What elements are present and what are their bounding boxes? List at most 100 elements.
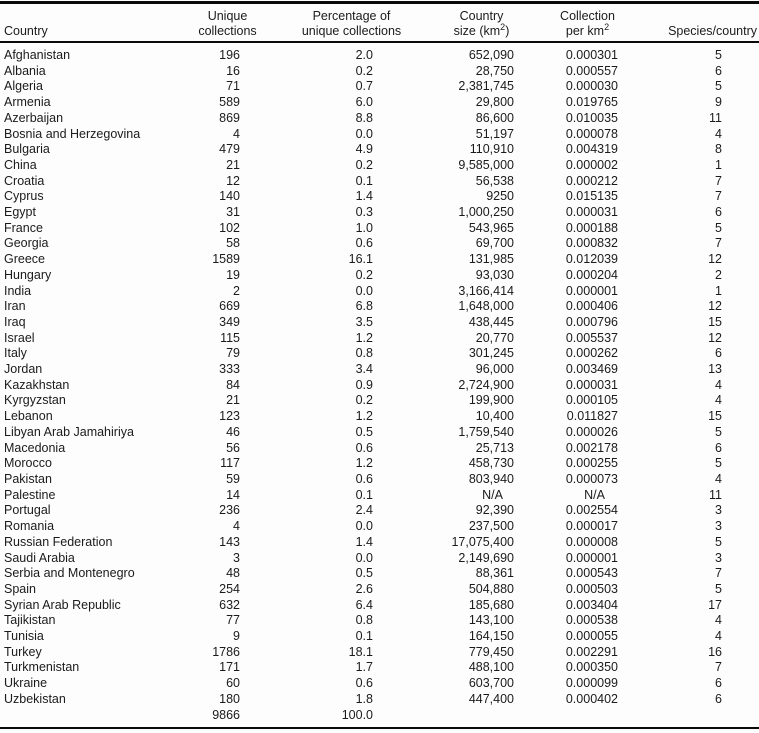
cell-collection-per-km2: 0.000503 [565,581,618,596]
cell-collection-per-km2: 0.000073 [565,471,618,486]
cell-collection-per-km2: 0.000105 [565,393,618,408]
cell-percentage: 3.5 [355,314,373,329]
table-row: Algeria 71 0.7 2,381,745 0.000030 5 [0,79,759,95]
cell-species-per-country: 6 [715,346,722,361]
cell-collection-per-km2: 0.012039 [565,252,618,267]
collections-table: Country Unique collections Percentage of… [0,4,759,723]
total-percentage: 100.0 [341,707,373,722]
cell-collection-per-km2: N/A [584,487,605,502]
cell-country-size: 803,940 [468,471,514,486]
table-row: India 2 0.0 3,166,414 0.000001 1 [0,284,759,300]
cell-country: Serbia and Montenegro [4,566,135,581]
table-row: Egypt 31 0.3 1,000,250 0.000031 6 [0,205,759,221]
cell-country: Israel [4,330,35,345]
cell-unique-collections: 180 [219,691,240,706]
cell-percentage: 0.7 [355,79,373,94]
table-row: Afghanistan 196 2.0 652,090 0.000301 5 [0,42,759,64]
cell-collection-per-km2: 0.000262 [565,346,618,361]
cell-species-per-country: 4 [715,629,722,644]
cell-unique-collections: 79 [226,346,240,361]
cell-species-per-country: 6 [715,691,722,706]
cell-species-per-country: 12 [708,330,722,345]
cell-country: Lebanon [4,409,53,424]
col-header-percentage-line2: unique collections [301,23,402,38]
cell-country: Spain [4,581,36,596]
cell-country-size: 9250 [486,189,514,204]
cell-country-size: 25,713 [475,440,514,455]
col-header-percentage-line1: Percentage of [312,9,391,23]
cell-country-size: 164,150 [468,629,514,644]
cell-percentage: 0.6 [355,471,373,486]
cell-country: Greece [4,252,45,267]
table-row: Kyrgyzstan 21 0.2 199,900 0.000105 4 [0,393,759,409]
cell-collection-per-km2: 0.000031 [565,205,618,220]
cell-percentage: 1.0 [355,220,373,235]
table-row: Croatia 12 0.1 56,538 0.000212 7 [0,174,759,190]
cell-percentage: 6.8 [355,299,373,314]
cell-unique-collections: 117 [220,456,240,471]
cell-collection-per-km2: 0.000099 [565,676,618,691]
col-header-unique-line1: Unique [207,9,248,23]
cell-country: Italy [4,346,27,361]
cell-collection-per-km2: 0.000301 [565,48,618,62]
cell-country-size: 28,750 [475,63,514,78]
cell-percentage: 0.9 [355,377,373,392]
cell-percentage: 0.6 [355,440,373,455]
cell-country: Albania [4,63,46,78]
cell-unique-collections: 632 [219,597,240,612]
col-header-percentage: Percentage of unique collections [295,4,408,43]
table-row: Turkmenistan 171 1.7 488,100 0.000350 7 [0,660,759,676]
col-header-collection-per-km2: Collection per km2 [555,4,620,43]
cell-collection-per-km2: 0.000001 [565,283,618,298]
cell-unique-collections: 254 [219,581,240,596]
cell-country: Tunisia [4,629,44,644]
cell-percentage: 8.8 [355,110,373,125]
cell-country-size: 504,880 [468,581,514,596]
cell-percentage: 0.0 [355,283,373,298]
cell-country-size: 143,100 [468,613,514,628]
cell-percentage: 6.4 [355,597,373,612]
cell-unique-collections: 14 [226,487,240,502]
cell-species-per-country: 4 [715,613,722,628]
superscript-2: 2 [500,21,506,32]
cell-country-size: 9,585,000 [458,157,514,172]
cell-collection-per-km2: 0.000350 [565,660,618,675]
cell-species-per-country: 3 [715,503,722,518]
cell-country: Bosnia and Herzegovina [4,126,141,141]
cell-country: Armenia [4,95,51,110]
table-row: France 102 1.0 543,965 0.000188 5 [0,221,759,237]
cell-country-size: 20,770 [475,330,514,345]
cell-percentage: 1.2 [355,330,373,345]
cell-country-size: 3,166,414 [458,283,514,298]
table-row: Uzbekistan 180 1.8 447,400 0.000402 6 [0,692,759,708]
cell-country-size: 603,700 [468,676,514,691]
cell-percentage: 16.1 [348,252,373,267]
cell-species-per-country: 7 [715,660,722,675]
total-unique-collections: 9866 [212,707,240,722]
table-row: Romania 4 0.0 237,500 0.000017 3 [0,519,759,535]
cell-collection-per-km2: 0.000078 [565,126,618,141]
cell-unique-collections: 60 [226,676,240,691]
cell-country: Turkmenistan [4,660,80,675]
cell-collection-per-km2: 0.005537 [565,330,618,345]
cell-country-size: 237,500 [468,519,514,534]
cell-unique-collections: 16 [226,63,240,78]
table-row: Tajikistan 77 0.8 143,100 0.000538 4 [0,613,759,629]
cell-species-per-country: 11 [709,487,722,502]
table-row: Albania 16 0.2 28,750 0.000557 6 [0,64,759,80]
cell-collection-per-km2: 0.002291 [565,644,618,659]
cell-species-per-country: 4 [715,377,722,392]
cell-percentage: 2.0 [355,48,373,62]
cell-collection-per-km2: 0.015135 [565,189,618,204]
cell-collection-per-km2: 0.000832 [565,236,618,251]
cell-unique-collections: 1786 [212,644,240,659]
cell-species-per-country: 4 [715,126,722,141]
cell-species-per-country: 8 [715,142,722,157]
cell-species-per-country: 17 [708,597,722,612]
col-header-country-size: Country size (km2) [408,4,555,43]
cell-country-size: 199,900 [468,393,514,408]
cell-species-per-country: 5 [715,48,722,62]
cell-country-size: 543,965 [468,220,514,235]
cell-collection-per-km2: 0.000031 [565,377,618,392]
cell-percentage: 1.4 [355,534,373,549]
